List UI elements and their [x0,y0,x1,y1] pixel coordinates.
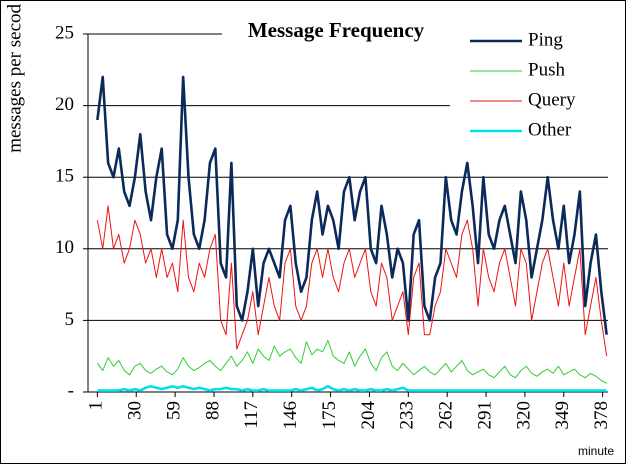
series-line [96,339,607,384]
x-tick-label: 88 [202,401,223,420]
x-tick-label: 146 [280,401,301,430]
x-tick-label: 204 [358,401,379,430]
x-tick-label: 233 [397,401,418,430]
x-tick-label: 30 [125,401,146,420]
legend-label: Ping [528,29,563,50]
legend-label: Other [528,119,572,140]
series-line [97,384,607,392]
y-tick-label: 10 [55,237,74,258]
legend-background [450,24,608,146]
x-tick-label: 262 [436,401,457,430]
y-tick-label: - [68,380,74,401]
x-tick-label: 378 [591,401,612,430]
x-tick-label: 59 [163,401,184,420]
x-tick-label: 117 [241,401,262,429]
x-tick-label: 291 [474,401,495,430]
x-tick-label: 175 [319,401,340,430]
x-tick-label: 349 [552,401,573,430]
y-tick-label: 15 [55,166,74,187]
y-tick-label: 20 [55,94,74,115]
x-axis-label: minute [578,444,614,458]
legend-label: Query [528,89,576,110]
title-background [222,16,450,48]
x-tick-label: 1 [86,401,107,411]
x-tick-label: 320 [513,401,534,430]
legend-label: Push [528,59,565,80]
series-line [96,205,608,357]
y-axis-label: messages per secod [4,4,25,153]
series-line [96,75,608,335]
y-tick-label: 25 [55,22,74,43]
y-tick-label: 5 [65,309,75,330]
chart-title: Message Frequency [248,18,425,42]
